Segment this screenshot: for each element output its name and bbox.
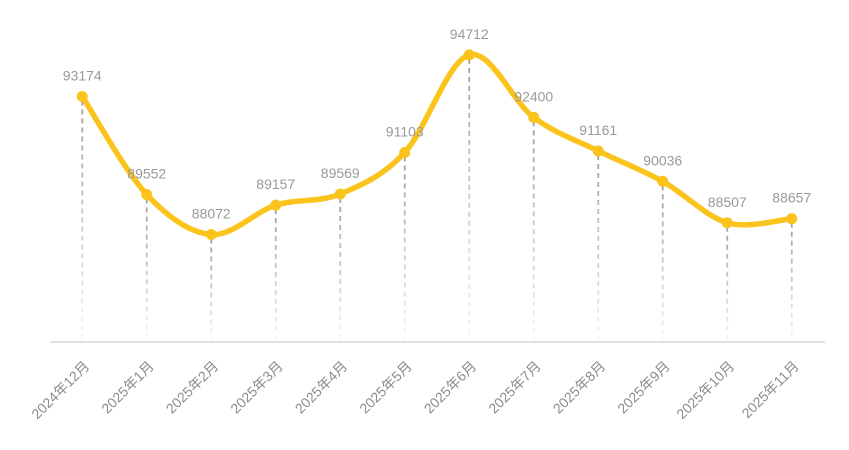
data-point-marker[interactable] bbox=[721, 217, 733, 229]
value-label: 91161 bbox=[579, 122, 617, 138]
data-point-marker[interactable] bbox=[463, 49, 475, 61]
value-label: 89569 bbox=[321, 165, 360, 181]
x-axis-label: 2025年2月 bbox=[163, 358, 222, 417]
x-axis-label: 2025年4月 bbox=[292, 358, 351, 417]
data-point-marker[interactable] bbox=[657, 175, 669, 187]
x-axis-label: 2025年5月 bbox=[356, 358, 415, 417]
x-axis-label: 2025年10月 bbox=[673, 358, 737, 422]
data-point-marker[interactable] bbox=[205, 229, 217, 241]
value-label: 88507 bbox=[708, 194, 747, 210]
value-label: 93174 bbox=[63, 67, 102, 83]
x-axis-label: 2025年9月 bbox=[614, 358, 673, 417]
x-axis-label: 2025年3月 bbox=[227, 358, 286, 417]
value-label: 88657 bbox=[772, 190, 811, 206]
value-label: 90036 bbox=[643, 152, 682, 168]
data-point-marker[interactable] bbox=[76, 90, 88, 102]
data-point-marker[interactable] bbox=[528, 111, 540, 123]
x-axis-label: 2025年1月 bbox=[98, 358, 157, 417]
x-axis-label: 2025年6月 bbox=[421, 358, 480, 417]
data-point-marker[interactable] bbox=[141, 188, 153, 200]
value-label: 88072 bbox=[192, 206, 231, 222]
value-label: 91103 bbox=[386, 124, 424, 140]
data-point-marker[interactable] bbox=[786, 213, 798, 225]
value-label: 92400 bbox=[514, 88, 553, 104]
series-line bbox=[79, 51, 795, 238]
value-label: 89552 bbox=[127, 165, 166, 181]
value-label: 89157 bbox=[256, 176, 295, 192]
data-point-marker[interactable] bbox=[270, 199, 282, 211]
x-axis-label: 2024年12月 bbox=[28, 358, 92, 422]
x-axis-label: 2025年11月 bbox=[738, 358, 801, 421]
x-axis-label: 2025年7月 bbox=[485, 358, 544, 417]
data-point-marker[interactable] bbox=[399, 147, 411, 159]
x-axis-label: 2025年8月 bbox=[550, 358, 609, 417]
value-label: 94712 bbox=[450, 26, 489, 42]
data-point-marker[interactable] bbox=[334, 188, 346, 200]
data-point-marker[interactable] bbox=[592, 145, 604, 157]
